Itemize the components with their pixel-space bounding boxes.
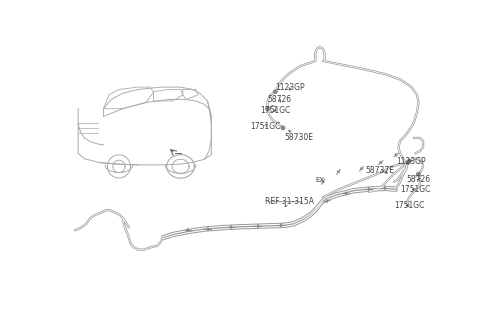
Text: REF 31-315A: REF 31-315A: [265, 196, 314, 207]
Text: 1751GC: 1751GC: [250, 122, 280, 131]
Text: 1751GC: 1751GC: [394, 201, 424, 210]
Circle shape: [406, 161, 409, 164]
Text: 58726: 58726: [267, 95, 292, 104]
Text: 1123GP: 1123GP: [275, 83, 305, 92]
Text: 1751GC: 1751GC: [400, 185, 431, 194]
Text: 58737E: 58737E: [365, 166, 395, 175]
Text: 1751GC: 1751GC: [260, 107, 290, 115]
Text: EX: EX: [315, 176, 324, 182]
Circle shape: [408, 159, 411, 163]
Text: 58726: 58726: [406, 175, 430, 184]
Text: 58730E: 58730E: [285, 131, 313, 142]
Circle shape: [273, 90, 277, 94]
Circle shape: [265, 107, 269, 111]
Circle shape: [281, 126, 285, 130]
Text: 1123GP: 1123GP: [396, 156, 426, 166]
Circle shape: [417, 172, 420, 176]
